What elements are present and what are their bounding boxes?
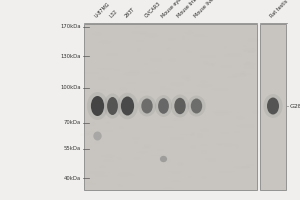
Ellipse shape (160, 156, 167, 162)
Text: Mouse brain: Mouse brain (176, 0, 201, 19)
Text: 130kDa: 130kDa (61, 53, 81, 58)
Ellipse shape (158, 98, 169, 114)
Ellipse shape (191, 98, 202, 114)
Ellipse shape (138, 96, 156, 116)
Text: 170kDa: 170kDa (61, 24, 81, 29)
Ellipse shape (121, 97, 134, 116)
Text: U-87MG: U-87MG (94, 2, 111, 19)
Ellipse shape (171, 95, 189, 117)
Text: OVCAR3: OVCAR3 (143, 1, 161, 19)
Ellipse shape (267, 98, 279, 114)
Text: Rat testis: Rat testis (269, 0, 290, 19)
Ellipse shape (93, 132, 102, 140)
Bar (84, 24, 256, 190)
Text: 293T: 293T (124, 7, 136, 19)
Ellipse shape (155, 95, 172, 117)
Ellipse shape (263, 94, 283, 118)
Text: 100kDa: 100kDa (61, 85, 81, 90)
Ellipse shape (91, 96, 104, 116)
Ellipse shape (117, 93, 138, 119)
Text: 70kDa: 70kDa (64, 120, 81, 126)
Text: 55kDa: 55kDa (64, 146, 81, 152)
Ellipse shape (141, 98, 153, 114)
Ellipse shape (107, 97, 118, 115)
Bar (260, 24, 286, 190)
Text: L32: L32 (109, 9, 119, 19)
Text: Mouse liver: Mouse liver (193, 0, 216, 19)
Ellipse shape (188, 96, 206, 116)
Text: G2E3: G2E3 (290, 104, 300, 108)
Ellipse shape (87, 92, 108, 120)
Ellipse shape (174, 98, 186, 114)
Text: 40kDa: 40kDa (64, 176, 81, 180)
Text: Mouse eye: Mouse eye (160, 0, 182, 19)
Ellipse shape (104, 93, 121, 119)
